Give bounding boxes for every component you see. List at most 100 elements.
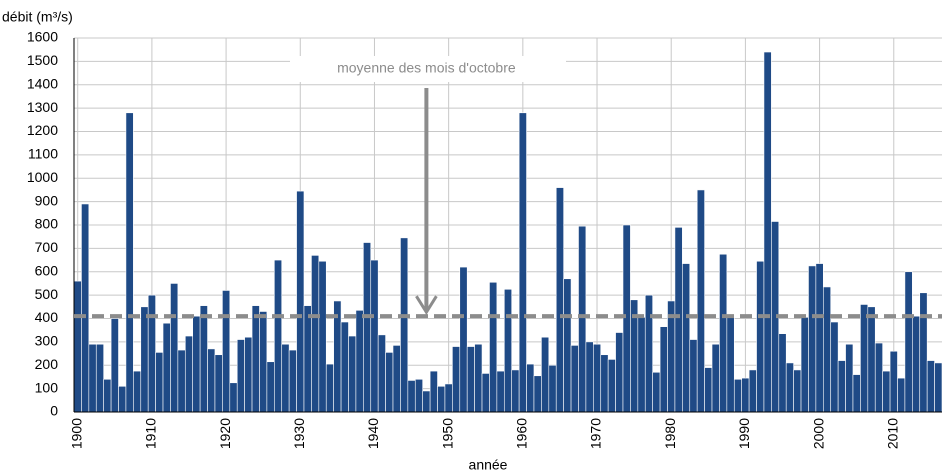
- bar: [852, 374, 861, 413]
- bar: [541, 336, 550, 413]
- bar: [570, 345, 579, 413]
- y-tick-label: 900: [35, 192, 59, 208]
- bar: [741, 377, 750, 413]
- y-tick-label: 1000: [27, 169, 58, 185]
- bar: [229, 382, 238, 413]
- bar: [103, 378, 112, 413]
- bar: [919, 292, 928, 413]
- bar: [392, 345, 401, 413]
- bar: [593, 343, 602, 413]
- bar: [162, 322, 171, 413]
- bar: [644, 294, 653, 413]
- bar: [926, 360, 935, 413]
- bar: [800, 317, 809, 413]
- x-tick-label: 2000: [810, 418, 826, 449]
- bar: [622, 224, 631, 413]
- bar: [429, 370, 438, 413]
- bar: [607, 359, 616, 413]
- bar: [659, 326, 668, 413]
- bar: [882, 370, 891, 413]
- bar: [348, 335, 357, 413]
- y-tick-label: 1300: [27, 99, 58, 115]
- y-axis-label: débit (m³/s): [2, 9, 73, 25]
- bar: [118, 385, 127, 413]
- bar: [370, 259, 379, 413]
- bar: [363, 242, 372, 413]
- x-tick-label: 1980: [662, 418, 678, 449]
- bar: [696, 189, 705, 413]
- bar: [496, 370, 505, 413]
- bar: [192, 315, 201, 413]
- y-tick-label: 400: [35, 309, 59, 325]
- bar: [563, 278, 572, 413]
- bar: [904, 271, 913, 413]
- bar: [585, 341, 594, 413]
- bar: [199, 305, 208, 413]
- bar: [837, 360, 846, 413]
- x-tick-label: 2010: [884, 418, 900, 449]
- bar: [815, 263, 824, 413]
- bar: [355, 310, 364, 413]
- bar: [874, 342, 883, 413]
- annotation: moyenne des mois d'octobre: [337, 60, 516, 76]
- bar: [377, 334, 386, 413]
- x-tick-label: 1930: [291, 418, 307, 449]
- y-tick-label: 700: [35, 239, 59, 255]
- bar: [615, 332, 624, 413]
- bar: [452, 346, 461, 413]
- bar: [719, 253, 728, 413]
- bar: [867, 306, 876, 413]
- bar: [711, 343, 720, 413]
- bar: [674, 227, 683, 413]
- bar: [110, 318, 119, 413]
- bar: [682, 263, 691, 413]
- bar: [578, 225, 587, 413]
- bar: [793, 369, 802, 413]
- bar: [726, 315, 735, 413]
- y-tick-label: 600: [35, 262, 59, 278]
- bar: [600, 354, 609, 413]
- bar: [756, 260, 765, 413]
- y-tick-label: 500: [35, 286, 59, 302]
- bar: [897, 377, 906, 413]
- bar: [830, 321, 839, 413]
- bar: [222, 290, 231, 413]
- bar: [511, 369, 520, 413]
- bar: [466, 346, 475, 413]
- bar: [251, 305, 260, 413]
- bar: [422, 390, 431, 413]
- bar: [689, 339, 698, 413]
- x-tick-label: 1920: [217, 418, 233, 449]
- bar: [140, 306, 149, 413]
- bar: [845, 343, 854, 413]
- y-tick-label: 1500: [27, 52, 58, 68]
- x-tick-label: 1990: [736, 418, 752, 449]
- bar: [763, 51, 772, 413]
- bar: [414, 378, 423, 413]
- bar: [652, 371, 661, 413]
- bar: [459, 266, 468, 413]
- bar: [934, 362, 943, 413]
- annotation-box: [290, 56, 566, 82]
- bar: [325, 363, 334, 413]
- bar: [274, 259, 283, 413]
- y-tick-label: 1200: [27, 122, 58, 138]
- y-tick-label: 300: [35, 333, 59, 349]
- bar: [548, 364, 557, 413]
- bar: [704, 367, 713, 413]
- bar: [503, 288, 513, 413]
- x-tick-label: 1950: [439, 418, 455, 449]
- bar: [385, 352, 394, 413]
- bar: [889, 350, 898, 413]
- bar: [311, 255, 320, 413]
- bar: [236, 339, 245, 413]
- bar: [489, 281, 498, 413]
- bar: [437, 385, 446, 413]
- bar: [207, 348, 216, 413]
- bar: [808, 265, 817, 413]
- bar: [318, 260, 327, 413]
- bar: [748, 369, 757, 413]
- x-tick-label: 1910: [143, 418, 159, 449]
- y-tick-label: 800: [35, 216, 59, 232]
